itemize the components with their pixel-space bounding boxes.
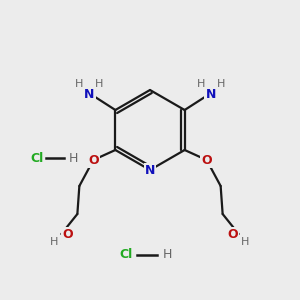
- Text: H: H: [75, 79, 83, 89]
- Text: H: H: [162, 248, 172, 262]
- Text: O: O: [62, 227, 73, 241]
- Text: Cl: Cl: [119, 248, 133, 262]
- Text: O: O: [227, 227, 238, 241]
- Text: O: O: [88, 154, 99, 166]
- Text: H: H: [95, 79, 103, 89]
- Text: N: N: [145, 164, 155, 176]
- Text: H: H: [241, 237, 249, 247]
- Text: O: O: [201, 154, 212, 166]
- Text: N: N: [84, 88, 94, 100]
- Text: H: H: [217, 79, 225, 89]
- Text: Cl: Cl: [30, 152, 44, 164]
- Text: N: N: [206, 88, 216, 100]
- Text: H: H: [68, 152, 78, 164]
- Text: H: H: [196, 79, 205, 89]
- Text: H: H: [50, 237, 58, 247]
